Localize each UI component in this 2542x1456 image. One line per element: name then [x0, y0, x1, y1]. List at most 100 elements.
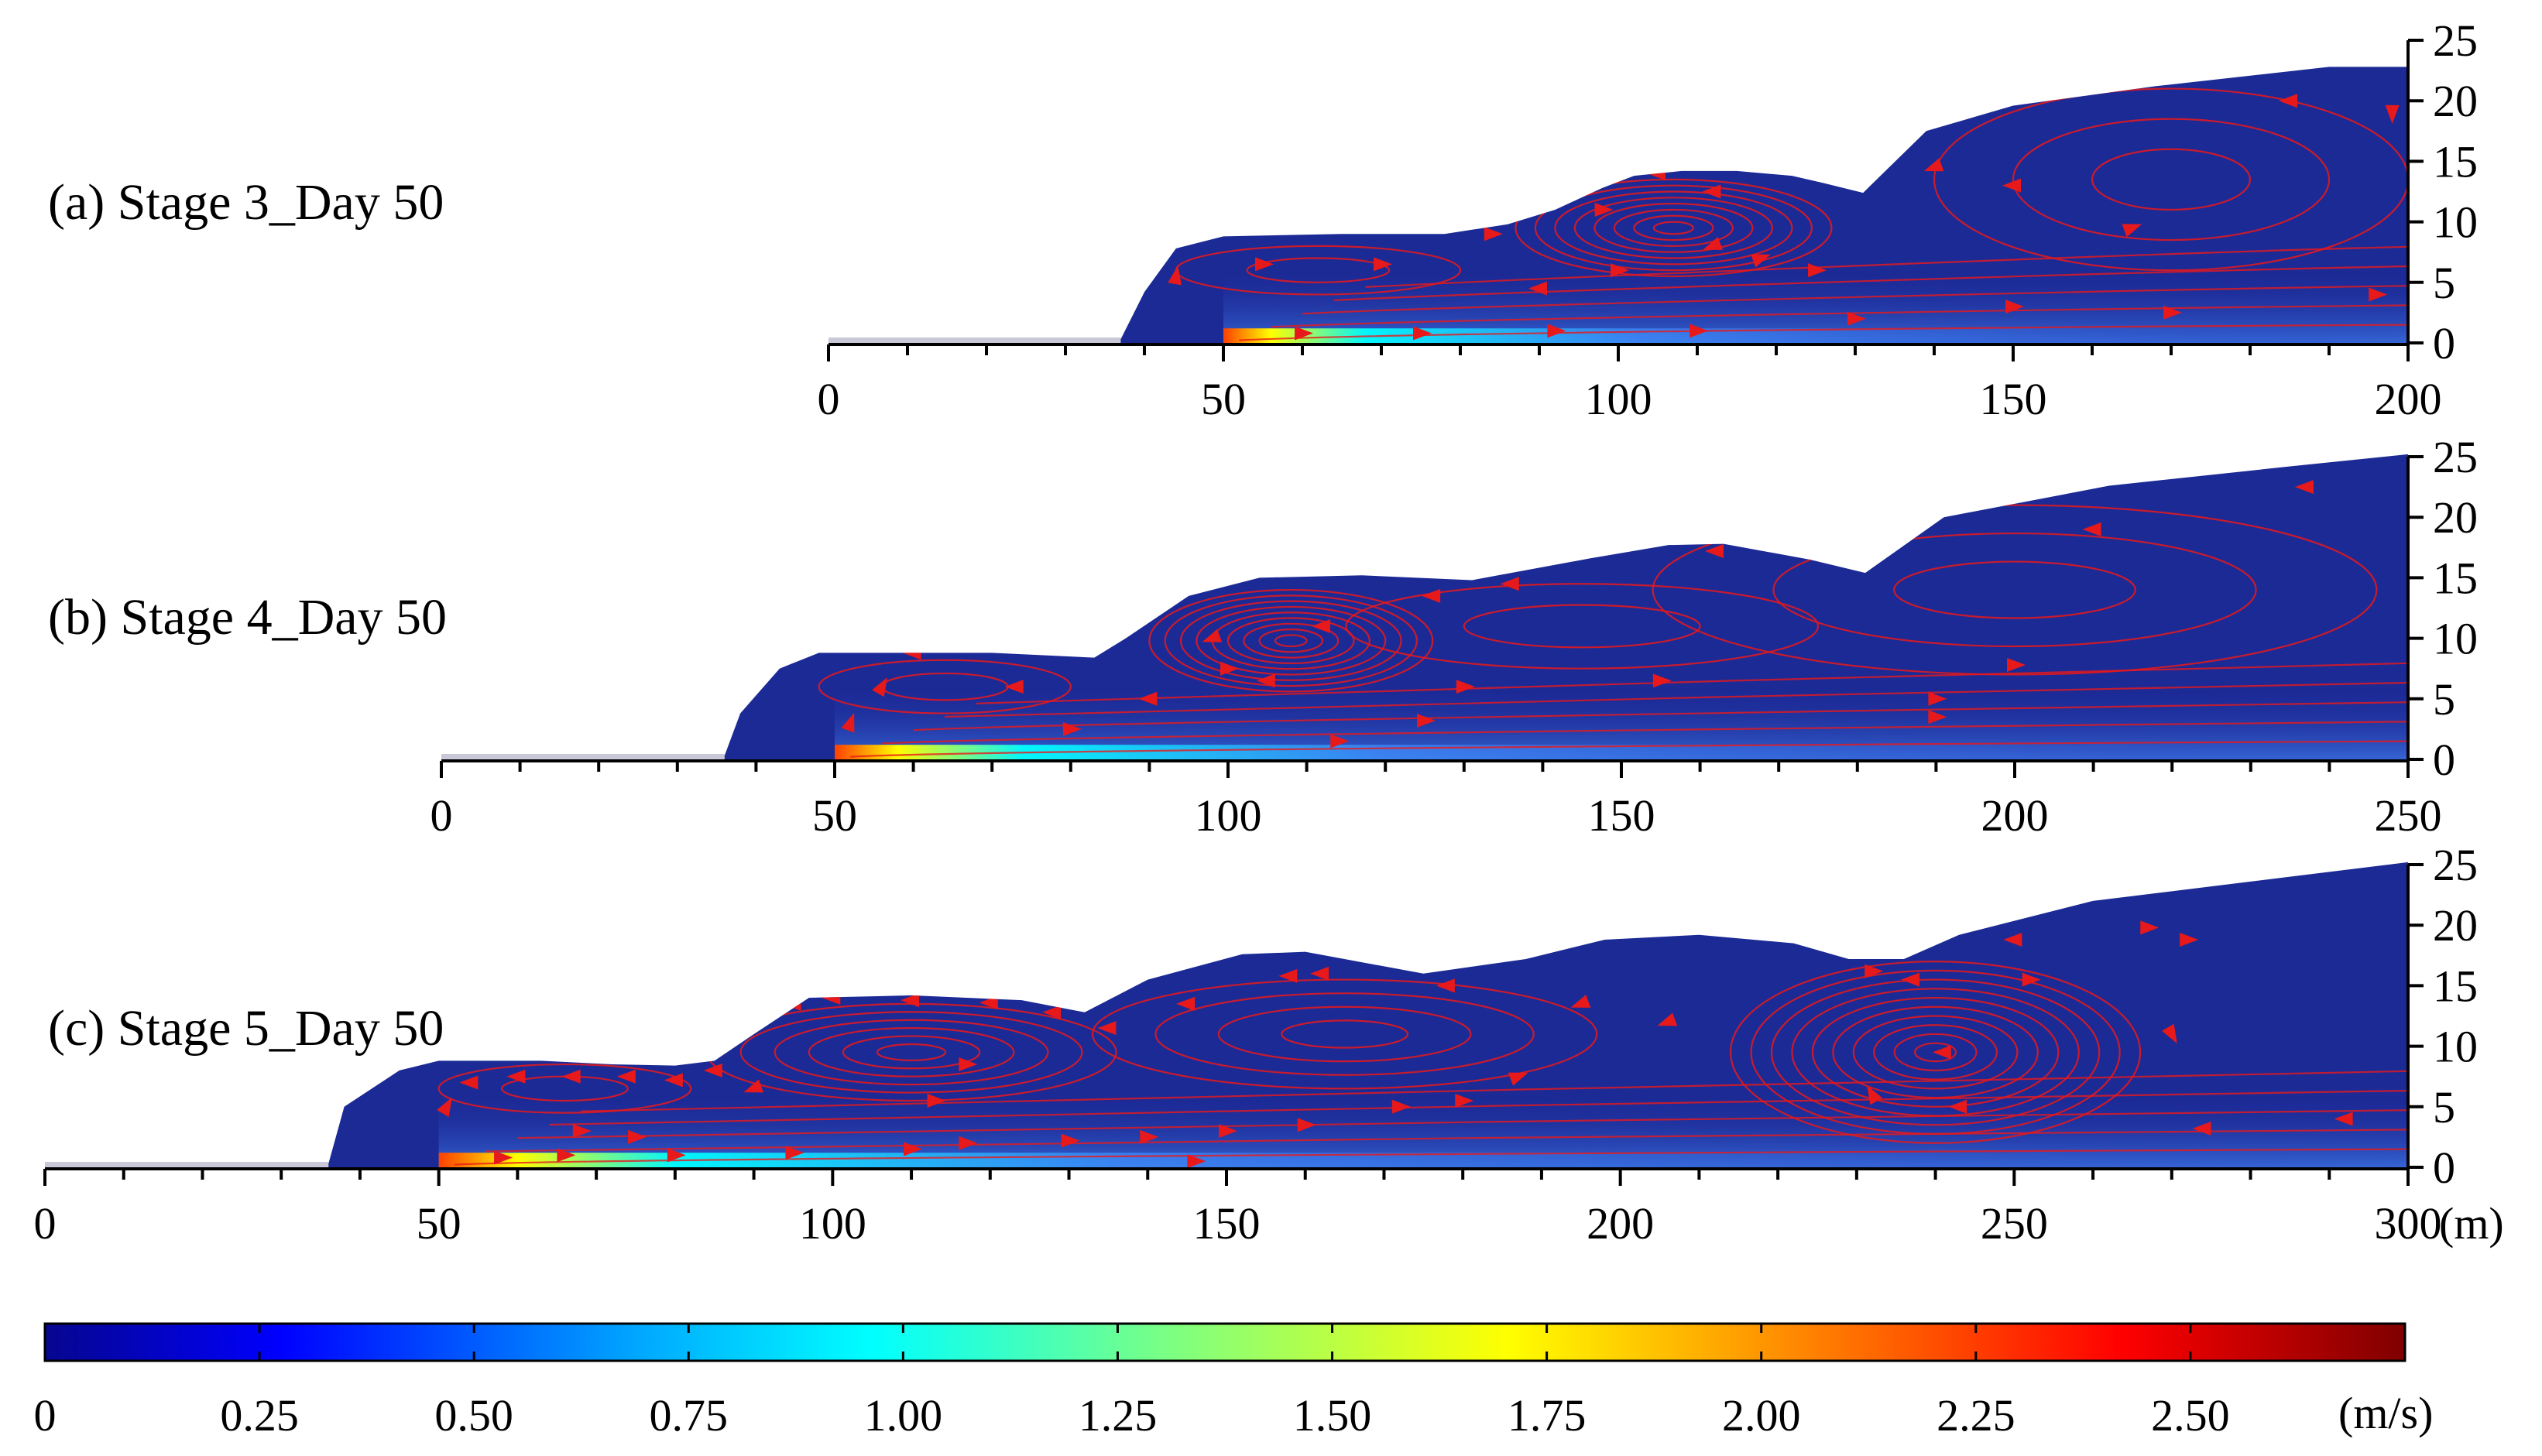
x-tick-label: 0: [818, 374, 840, 424]
bottom-streamline: [1239, 324, 2408, 341]
flow-arrow: [2162, 1023, 2177, 1044]
y-tick-label: 15: [2433, 553, 2478, 603]
colorbar-tick-label: 0: [34, 1390, 57, 1441]
flow-arrow: [628, 1129, 647, 1144]
vortex-streamline: [1515, 178, 1833, 278]
flow-arrow: [1391, 1099, 1411, 1114]
flow-arrow: [2140, 920, 2159, 935]
flow-arrow: [1484, 227, 1503, 242]
flow-arrow: [1004, 680, 1024, 694]
flow-arrow: [1808, 263, 1827, 278]
x-tick-label: 0: [431, 790, 453, 841]
flow-arrow: [1455, 1093, 1474, 1108]
flow-arrow: [1295, 326, 1313, 341]
deposit-interior: [437, 920, 2408, 1167]
flow-arrow: [2279, 94, 2297, 108]
y-tick-label: 20: [2433, 900, 2478, 951]
vortex-streamline: [1148, 588, 1434, 693]
flow-arrow: [2192, 1121, 2211, 1136]
flow-arrow: [1704, 543, 1724, 558]
x-tick-label: 100: [1585, 374, 1652, 424]
flow-arrow: [1901, 972, 1920, 987]
flow-arrow: [1330, 734, 1350, 749]
flow-arrow: [785, 1146, 804, 1160]
vortex-streamline: [1281, 1019, 1409, 1049]
colorbar-gradient: [43, 1322, 2406, 1362]
y-tick-label: 20: [2433, 492, 2478, 543]
vortex-streamline: [1226, 617, 1355, 665]
vortex-streamline: [1852, 1015, 2019, 1090]
vortex-streamline: [739, 1011, 1083, 1094]
flow-arrow: [1611, 263, 1629, 278]
x-tick-label: 100: [1195, 790, 1262, 841]
flow-arrow: [1417, 713, 1436, 728]
flow-arrow: [2005, 300, 2024, 314]
flow-arrow: [1923, 158, 1944, 172]
vortex-streamline: [1554, 190, 1793, 266]
flow-arrow: [1413, 326, 1432, 341]
flow-arrow: [1138, 691, 1158, 706]
vortex-streamline: [1246, 257, 1391, 283]
y-tick-label: 10: [2433, 197, 2478, 248]
vortex-streamline: [1633, 214, 1714, 242]
vortex-streamline: [1652, 221, 1694, 235]
flow-arrow: [437, 1097, 452, 1117]
colorbar-tick-label: 1.00: [864, 1390, 943, 1441]
vortex-streamline: [774, 1019, 1049, 1086]
deposit-interior: [1168, 87, 2408, 343]
vortex-streamline: [1179, 600, 1402, 681]
panel-title-stage-4: (b) Stage 4_Day 50: [48, 589, 447, 646]
colorbar-tick-label: 0.25: [220, 1390, 299, 1441]
flow-arrow: [1187, 1154, 1206, 1167]
flow-arrow: [1703, 237, 1723, 250]
panel-title-stage-5: (c) Stage 5_Day 50: [48, 1000, 444, 1057]
vortex-streamline: [1217, 1005, 1472, 1063]
x-tick-label: 150: [1193, 1198, 1261, 1249]
flow-arrow: [1168, 266, 1182, 286]
x-tick-label: 150: [1588, 790, 1655, 841]
bottom-streamline: [1333, 265, 2408, 302]
flow-arrow: [1278, 968, 1298, 983]
flow-arrow: [2334, 1112, 2353, 1126]
x-tick-label: 250: [1981, 1198, 2048, 1249]
flow-arrow: [872, 677, 887, 697]
panel-title-stage-3: (a) Stage 3_Day 50: [48, 174, 444, 231]
flow-arrow: [2003, 932, 2022, 947]
flow-arrow: [1255, 257, 1274, 272]
flow-arrow: [1097, 1021, 1117, 1036]
x-tick-label: 100: [799, 1198, 866, 1249]
flow-arrow: [1932, 1045, 1951, 1060]
flow-arrow: [667, 1148, 686, 1163]
vortex-streamline: [1914, 1042, 1957, 1063]
vortex-streamline: [2012, 118, 2331, 242]
x-tick-label: 50: [417, 1198, 461, 1249]
x-tick-label: 250: [2375, 790, 2442, 841]
bottom-streamline: [881, 721, 2408, 745]
x-tick-label: 200: [1981, 790, 2049, 841]
y-tick-label: 15: [2433, 136, 2478, 187]
vortex-streamline: [808, 1027, 1015, 1077]
vortex-streamline: [1534, 184, 1813, 272]
flow-arrow: [1570, 994, 1591, 1008]
flow-arrow: [1657, 1012, 1678, 1026]
colorbar-tick-label: 1.75: [1508, 1390, 1587, 1441]
colorbar-tick-label: 0.50: [434, 1390, 513, 1441]
vortex-streamline: [1613, 208, 1734, 247]
flow-arrow: [2082, 522, 2101, 536]
bottom-streamline: [1302, 285, 2408, 315]
vortex-streamline: [1154, 992, 1535, 1076]
vortex-streamline: [1770, 978, 2101, 1126]
flow-arrow: [1928, 710, 1947, 725]
vortex-streamline: [1196, 605, 1387, 676]
flow-arrow: [2369, 287, 2388, 302]
flow-arrow: [1061, 1133, 1080, 1148]
y-tick-label: 0: [2433, 1143, 2455, 1193]
flow-arrow: [2002, 178, 2021, 193]
bottom-streamline: [1365, 245, 2408, 288]
flow-arrow: [1374, 257, 1392, 272]
colorbar-tick-label: 2.00: [1722, 1390, 1801, 1441]
vortex-streamline: [1345, 583, 1820, 670]
colorbar-tick-label: 0.75: [650, 1390, 729, 1441]
flow-arrow: [1219, 1124, 1237, 1139]
deposit-body: [328, 862, 2408, 1167]
